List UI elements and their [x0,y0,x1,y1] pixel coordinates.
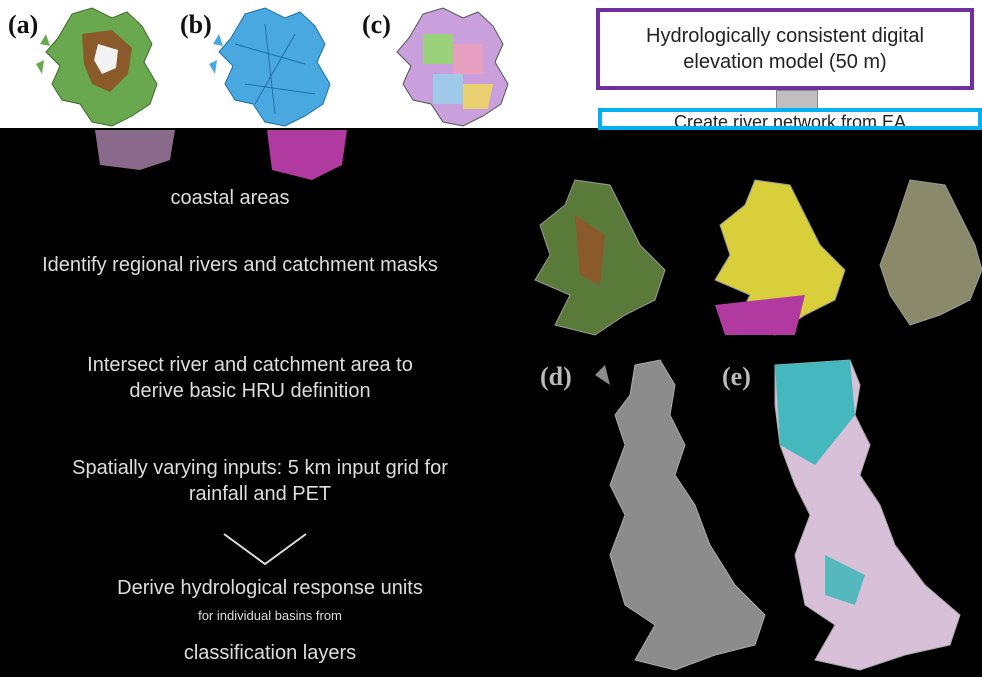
flow-step-coastal: coastal areas [170,187,290,209]
northern-england-map-fragment [267,130,347,180]
panel-label-e: (e) [722,362,751,391]
flow-step-intersect: Intersect river and catchment area to de… [87,354,413,402]
panel-label-d: (d) [540,362,572,391]
scotland-terrain-map [36,7,158,127]
flow-box-river-network: Create river network from EA [598,108,982,130]
uk-hru-map-d [595,359,766,671]
scotland-river-network-map [209,7,331,127]
flow-step-inputs: Spatially varying inputs: 5 km input gri… [72,457,448,505]
flow-box-dem-text: Hydrologically consistent digital elevat… [646,25,924,73]
panel-label-b: (b) [180,10,212,39]
northern-england-map-fragment-a [95,130,175,170]
panel-label-c: (c) [362,10,391,39]
flow-step-identify: Identify regional rivers and catchment m… [42,254,438,276]
scotland-catchment-map [396,7,509,127]
flow-step-derive: Derive hydrological response units [117,577,423,599]
flow-step-derive-sub: for individual basins from [198,608,342,623]
flow-box-dem: Hydrologically consistent digital elevat… [596,8,974,90]
panel-label-a: (a) [8,10,39,39]
uk-hru-map-e [774,359,961,671]
england-river-map [714,179,846,336]
flow-connector [776,90,818,110]
flow-arrow-down [223,533,307,566]
england-terrain-map [534,179,666,336]
england-catchment-map [879,179,982,326]
flow-box-river-network-text: Create river network from EA [673,112,907,130]
flow-step-layers: classification layers [183,642,357,664]
